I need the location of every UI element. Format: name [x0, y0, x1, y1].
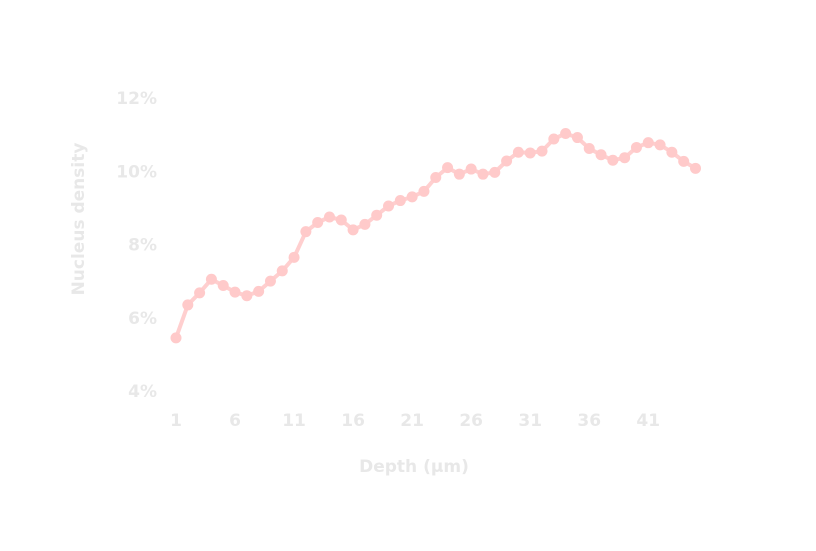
data-point [170, 332, 182, 344]
x-tick-label: 11 [282, 411, 306, 431]
data-point [182, 299, 194, 311]
y-tick-label: 8% [128, 236, 157, 256]
data-point [371, 209, 383, 221]
data-point [690, 162, 701, 174]
y-tick-label: 4% [128, 382, 157, 402]
x-tick-label: 21 [400, 411, 424, 431]
y-axis-title: Nucleus density [69, 143, 89, 296]
data-point [453, 168, 465, 180]
data-point [430, 171, 442, 183]
data-point [335, 214, 347, 226]
data-point [406, 191, 418, 203]
x-tick-label: 26 [459, 411, 483, 431]
data-point [654, 139, 666, 151]
data-point [217, 280, 229, 292]
data-point [642, 137, 654, 149]
series-line [174, 131, 697, 339]
data-point [347, 224, 359, 236]
y-axis-ticks: 4% 6% 8% 10% 12% [116, 89, 157, 402]
x-tick-label: 6 [229, 411, 241, 431]
data-point [241, 290, 253, 302]
data-point [253, 285, 265, 297]
x-axis-title: Depth (µm) [359, 457, 469, 477]
series-group [170, 128, 701, 344]
data-point [312, 217, 324, 229]
data-point [583, 143, 595, 155]
x-tick-label: 36 [577, 411, 601, 431]
data-point [229, 286, 241, 298]
data-point [359, 218, 371, 230]
data-point [276, 265, 288, 277]
data-point [595, 149, 607, 161]
data-point [524, 147, 536, 159]
x-axis-ticks: 1 6 11 16 21 26 31 36 41 [170, 411, 660, 431]
data-point [548, 133, 560, 145]
data-point [501, 155, 513, 167]
data-point [477, 168, 489, 180]
x-tick-label: 31 [518, 411, 542, 431]
data-point [323, 211, 335, 223]
data-point [442, 162, 454, 174]
data-point [194, 287, 206, 299]
data-point [465, 163, 477, 175]
data-point [571, 132, 583, 144]
data-point [489, 166, 501, 178]
data-point [560, 128, 572, 140]
data-point [418, 185, 430, 197]
data-point [678, 155, 690, 167]
x-tick-label: 1 [170, 411, 182, 431]
data-point [383, 200, 395, 212]
data-point [288, 251, 300, 263]
data-point [264, 275, 276, 287]
data-point [607, 154, 619, 166]
y-tick-label: 6% [128, 309, 157, 329]
data-point [394, 195, 406, 207]
x-tick-label: 16 [341, 411, 365, 431]
y-tick-label: 12% [116, 89, 157, 109]
data-point [205, 273, 217, 285]
data-point [666, 146, 678, 158]
data-point [512, 146, 524, 158]
data-point [619, 152, 631, 164]
data-point [630, 141, 642, 153]
y-tick-label: 10% [116, 162, 157, 182]
data-point [300, 226, 312, 238]
x-tick-label: 41 [636, 411, 660, 431]
data-point [536, 145, 548, 157]
